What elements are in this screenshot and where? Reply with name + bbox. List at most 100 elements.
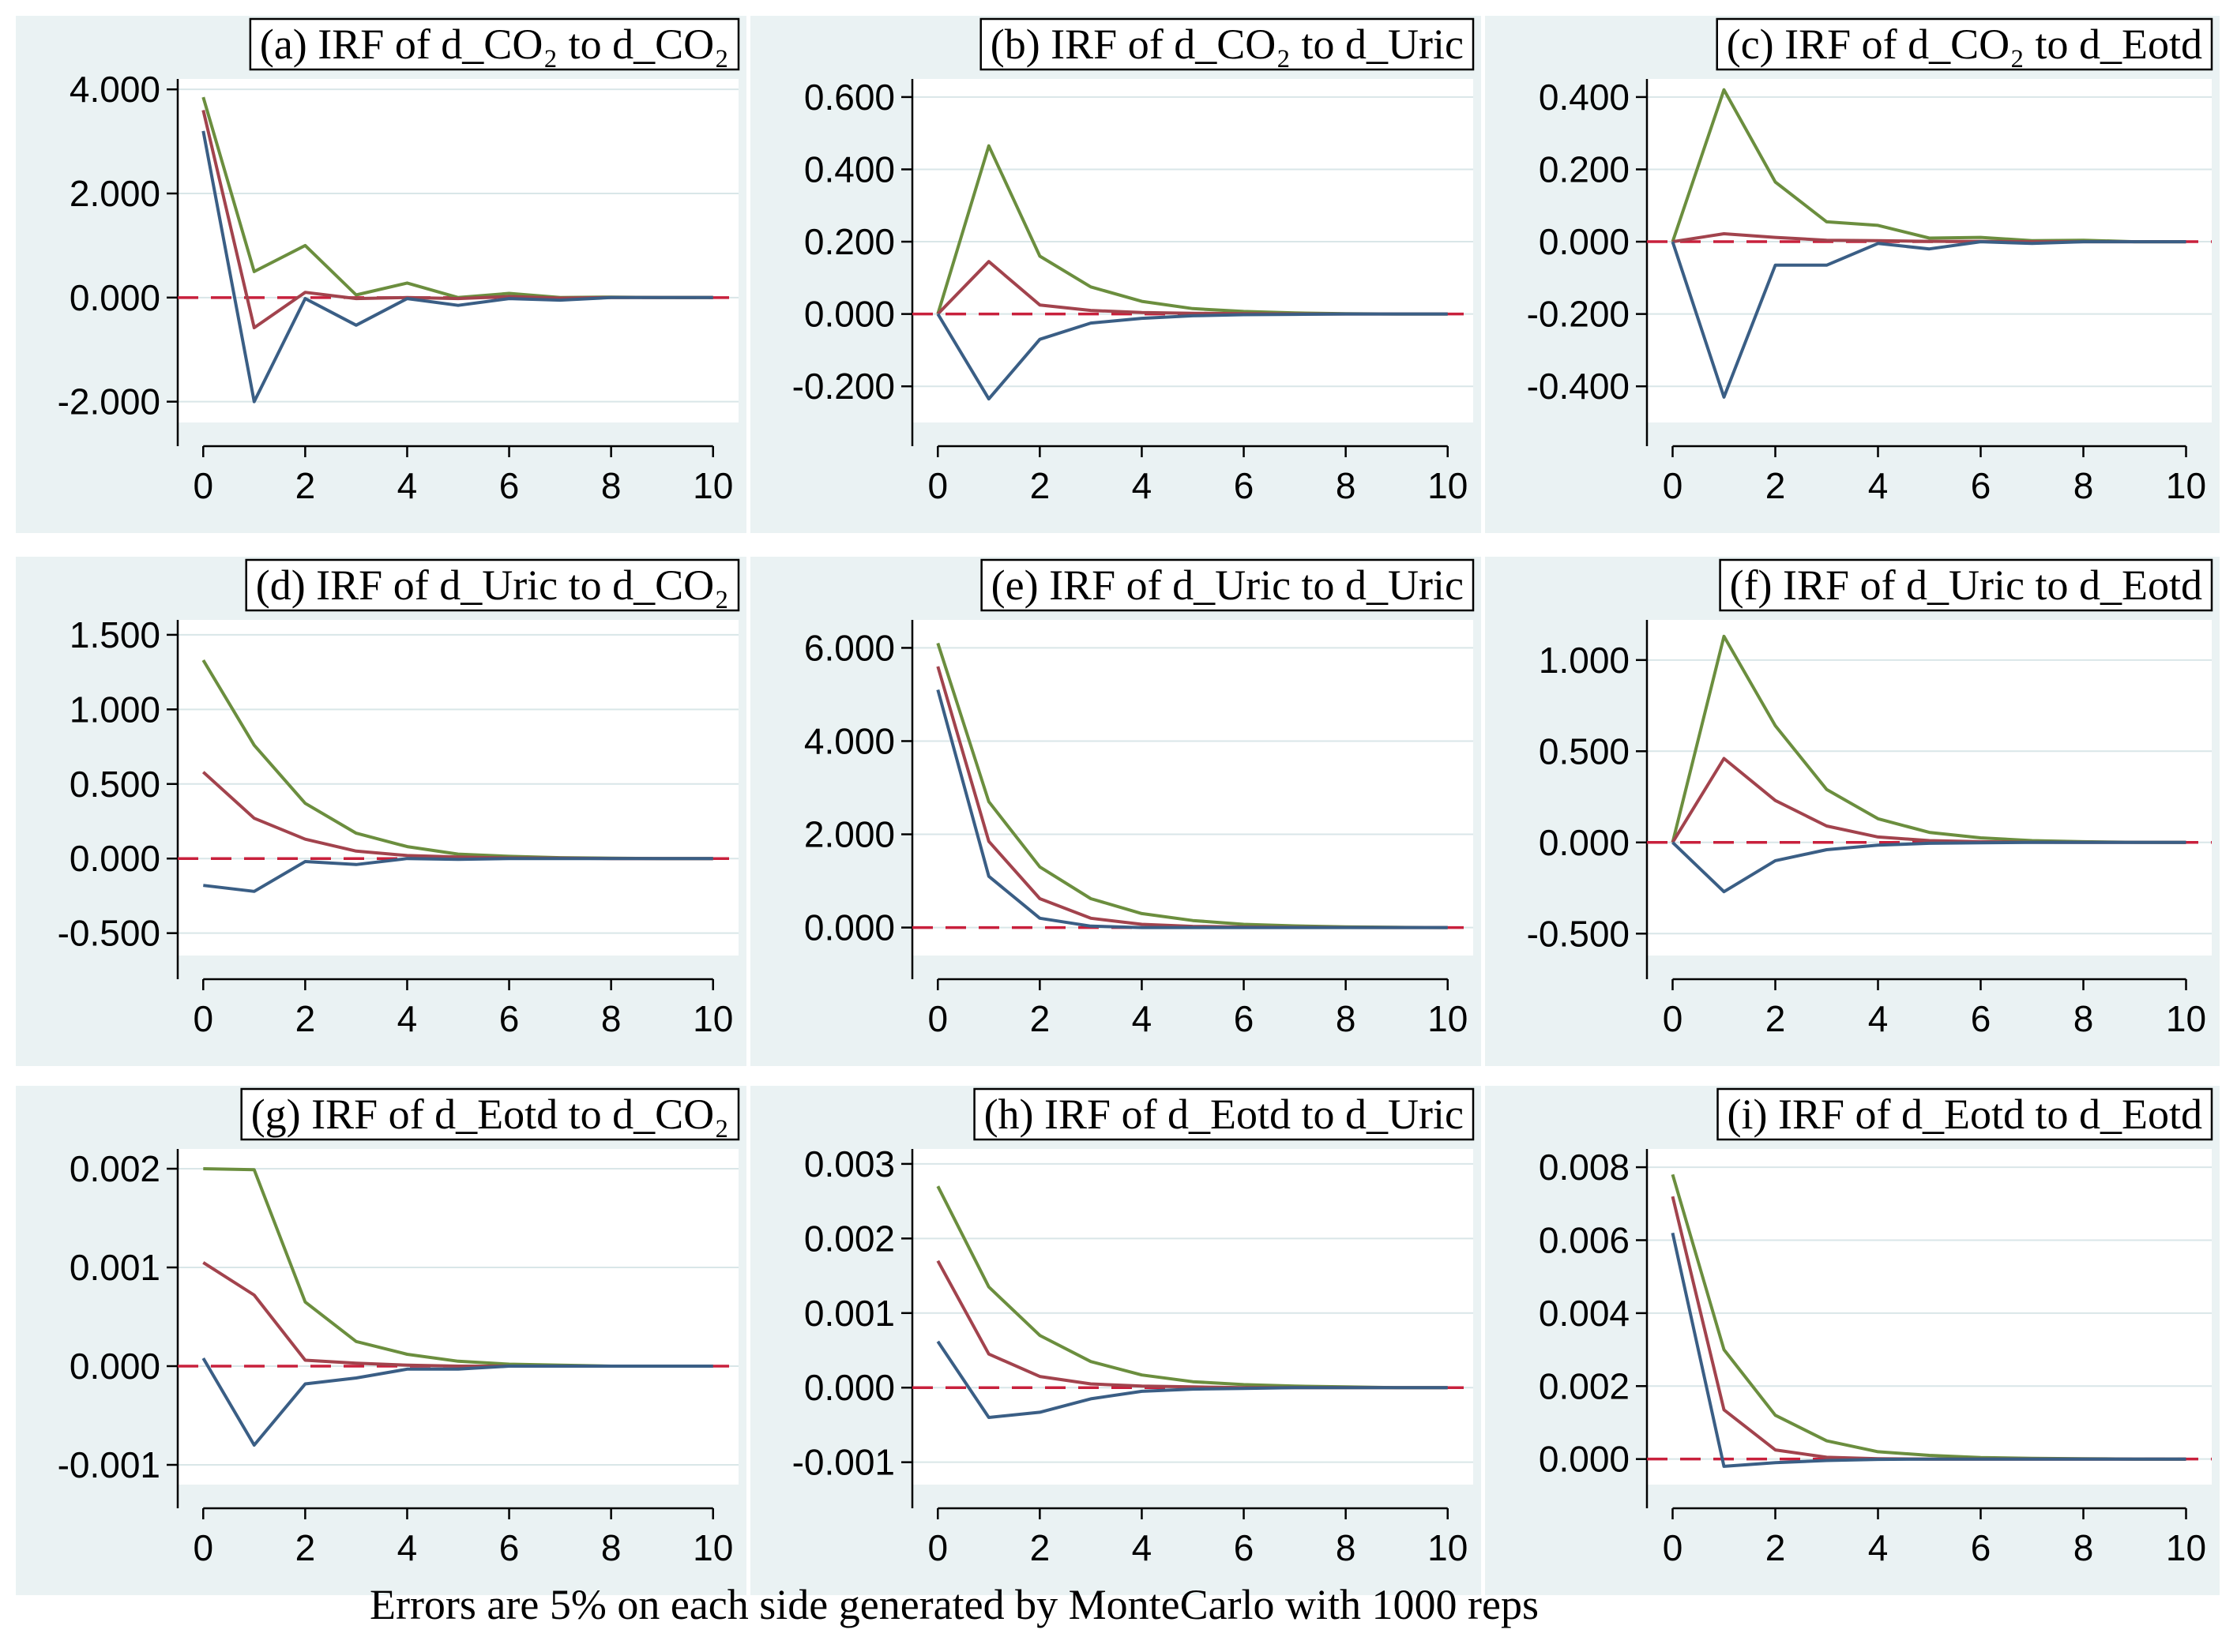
title-box <box>979 17 1475 71</box>
x-tick-label: 10 <box>693 465 733 506</box>
y-tick-label: 0.004 <box>1539 1293 1630 1334</box>
x-tick-label: 10 <box>1427 1527 1468 1568</box>
x-tick-label: 6 <box>1234 465 1254 506</box>
y-tick-label: 1.000 <box>70 689 160 730</box>
x-tick-label: 8 <box>2073 1527 2094 1568</box>
y-tick-label: 0.000 <box>1539 1439 1630 1480</box>
y-tick-label: 0.000 <box>804 1367 895 1408</box>
y-tick-label: 0.002 <box>1539 1365 1630 1406</box>
plot-area <box>1647 1149 2212 1485</box>
y-tick-label: 2.000 <box>804 814 895 855</box>
title-text: (h) IRF of d_Eotd to d_Uric <box>984 1091 1464 1138</box>
title-text: (c) IRF of d_CO₂ to d_Eotd <box>1727 21 2202 68</box>
y-tick-label: 1.500 <box>70 614 160 655</box>
title-box <box>973 1087 1475 1141</box>
panel-1: 4.000 2.000 0.000 -2.000 0 2 4 6 8 10 (a) IRF of d… <box>16 16 746 533</box>
plot-area <box>912 79 1473 422</box>
series-line-lower <box>936 312 1448 401</box>
x-tick-label: 10 <box>693 998 733 1039</box>
y-tick-label: 0.001 <box>70 1247 160 1288</box>
x-tick-label: 8 <box>2073 465 2094 506</box>
x-tick-label: 4 <box>1868 998 1889 1039</box>
x-tick-label: 4 <box>1132 1527 1152 1568</box>
x-tick-label: 8 <box>1336 465 1356 506</box>
y-tick-label: -0.400 <box>1527 366 1630 407</box>
y-tick-label: 0.003 <box>804 1143 895 1185</box>
y-tick-label: 0.000 <box>70 277 160 318</box>
y-tick-label: -0.200 <box>792 366 895 407</box>
plot-area <box>1647 79 2212 422</box>
series-line-lower <box>936 689 1448 929</box>
x-tick-label: 0 <box>193 465 213 506</box>
x-tick-label: 2 <box>1765 998 1786 1039</box>
y-tick-label: 0.000 <box>70 1346 160 1387</box>
x-tick-label: 10 <box>2166 1527 2206 1568</box>
title-box <box>1716 1087 2213 1141</box>
x-tick-label: 10 <box>2166 998 2206 1039</box>
y-tick-label: -0.500 <box>1527 913 1630 954</box>
series-line-lower <box>201 1357 713 1447</box>
panel-title: (i) IRF of d_Eotd to d_Eotd <box>1716 1087 2213 1141</box>
x-tick-label: 10 <box>1427 465 1468 506</box>
x-tick-label: 2 <box>1030 465 1051 506</box>
y-tick-label: 0.200 <box>804 221 895 262</box>
title-text: (e) IRF of d_Uric to d_Uric <box>991 561 1464 609</box>
x-tick-label: 6 <box>1234 1527 1254 1568</box>
panel-6: 1.000 0.500 0.000 -0.500 0 2 4 6 8 10 (f) IRF of d… <box>1485 557 2220 1066</box>
panels-layer: 4.000 2.000 0.000 -2.000 0 2 4 6 8 10 (a) IRF of d… <box>16 16 2220 1595</box>
panel-4: 1.500 1.000 0.500 0.000 -0.500 0 2 4 6 8 10 (d) IRF… <box>16 557 746 1066</box>
x-tick-label: 6 <box>1971 1527 1991 1568</box>
y-tick-label: 0.000 <box>1539 822 1630 863</box>
y-tick-label: 2.000 <box>70 173 160 214</box>
y-tick-label: 6.000 <box>804 627 895 668</box>
y-tick-label: 0.000 <box>1539 221 1630 262</box>
panel-title: (f) IRF of d_Uric to d_Eotd <box>1719 558 2213 612</box>
y-tick-label: 0.600 <box>804 77 895 118</box>
y-tick-label: 1.000 <box>1539 640 1630 681</box>
title-box <box>1716 17 2213 71</box>
x-tick-label: 0 <box>193 1527 213 1568</box>
x-tick-label: 0 <box>1663 998 1683 1039</box>
title-box <box>240 1087 740 1141</box>
x-tick-label: 8 <box>2073 998 2094 1039</box>
y-tick-label: 0.008 <box>1539 1147 1630 1188</box>
x-tick-label: 2 <box>295 998 316 1039</box>
series-line-lower <box>1671 1232 2186 1468</box>
x-tick-label: 6 <box>499 998 520 1039</box>
title-box <box>245 558 740 612</box>
x-tick-label: 2 <box>1765 1527 1786 1568</box>
x-tick-label: 2 <box>1030 1527 1051 1568</box>
x-tick-label: 0 <box>927 1527 948 1568</box>
y-tick-label: 0.001 <box>804 1293 895 1334</box>
x-tick-label: 6 <box>1971 465 1991 506</box>
title-box <box>249 17 740 71</box>
x-tick-label: 8 <box>1336 998 1356 1039</box>
x-tick-label: 2 <box>295 1527 316 1568</box>
x-tick-label: 0 <box>1663 1527 1683 1568</box>
title-text: (f) IRF of d_Uric to d_Eotd <box>1730 561 2202 609</box>
y-tick-label: 4.000 <box>804 720 895 761</box>
x-tick-label: 4 <box>1868 465 1889 506</box>
x-tick-label: 8 <box>601 465 622 506</box>
y-tick-label: 0.000 <box>804 907 895 948</box>
title-box <box>980 558 1475 612</box>
x-tick-label: 10 <box>2166 465 2206 506</box>
plot-area <box>912 620 1473 956</box>
x-tick-label: 8 <box>601 1527 622 1568</box>
title-text: (d) IRF of d_Uric to d_CO₂ <box>256 561 729 609</box>
y-tick-label: 0.500 <box>1539 730 1630 772</box>
x-tick-label: 0 <box>193 998 213 1039</box>
title-text: (g) IRF of d_Eotd to d_CO₂ <box>251 1091 729 1138</box>
y-tick-label: -2.000 <box>58 381 160 422</box>
y-tick-label: -0.500 <box>58 913 160 954</box>
y-tick-label: -0.200 <box>1527 294 1630 335</box>
x-tick-label: 4 <box>397 465 418 506</box>
series-line-lower <box>203 857 713 893</box>
title-text: (i) IRF of d_Eotd to d_Eotd <box>1728 1091 2202 1138</box>
x-tick-label: 2 <box>1765 465 1786 506</box>
x-tick-label: 0 <box>927 465 948 506</box>
panel-5: 6.000 4.000 2.000 0.000 0 2 4 6 8 10 (e) IRF of d_… <box>750 557 1481 1066</box>
x-tick-label: 2 <box>295 465 316 506</box>
panel-7: 0.002 0.001 0.000 -0.001 0 2 4 6 8 10 (g) IRF of d… <box>16 1086 746 1595</box>
